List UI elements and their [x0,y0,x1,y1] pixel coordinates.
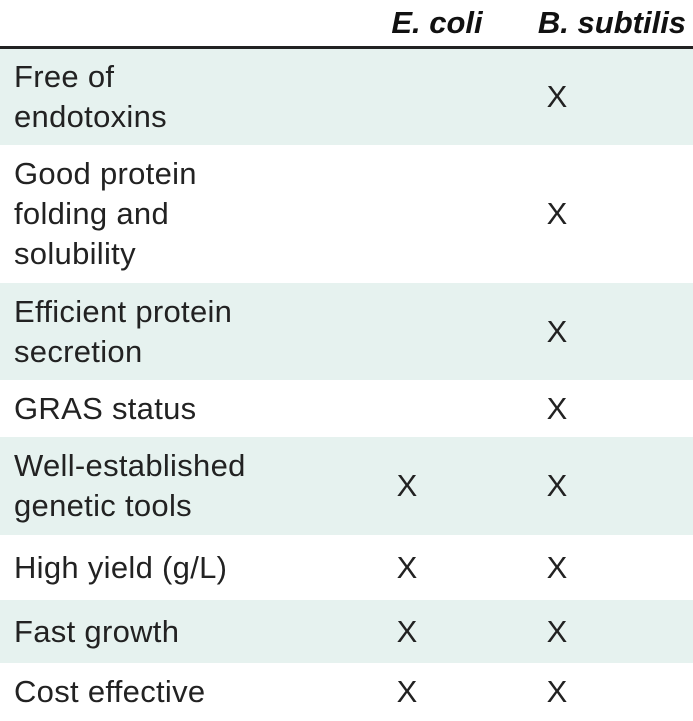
check-mark: X [396,674,418,709]
column-header: E. coli [391,5,483,40]
row-label: Free of endotoxins [14,49,167,145]
label-line: Cost effective [14,674,206,709]
table-row: Good protein folding and solubility X [0,145,693,283]
label-line: folding and [14,196,169,231]
label-line: High yield (g/L) [14,549,228,585]
row-label: Efficient protein secretion [14,283,232,380]
column-header: B. subtilis [537,5,687,40]
label-line: endotoxins [14,99,167,134]
table-row: Efficient protein secretion X [0,283,693,380]
check-mark: X [396,549,418,585]
table-row: Fast growth X X [0,600,693,663]
label-line: GRAS status [14,390,197,426]
label-line: Good protein [14,156,197,191]
row-label: Cost effective [14,663,205,721]
row-label: High yield (g/L) [14,535,227,600]
label-line: secretion [14,333,143,369]
row-label: GRAS status [14,380,196,437]
row-label: Well-established genetic tools [14,437,246,535]
check-mark: X [546,468,568,503]
table-row: Free of endotoxins X [0,49,693,145]
table-row: Well-established genetic tools X X [0,437,693,535]
check-mark: X [546,549,568,585]
row-label: Good protein folding and solubility [14,145,197,283]
check-mark: X [396,468,418,503]
check-mark: X [396,613,418,649]
check-mark: X [546,674,568,709]
row-label: Fast growth [14,600,179,663]
label-line: Well-established [14,448,246,483]
check-mark: X [546,390,568,426]
check-mark: X [546,613,568,649]
table-row: Cost effective X X [0,663,693,721]
label-line: solubility [14,236,136,271]
label-line: Free of [14,59,115,94]
check-mark: X [546,313,568,349]
check-mark: X [546,79,568,114]
table-row: High yield (g/L) X X [0,535,693,600]
table-row: GRAS status X [0,380,693,437]
label-line: Efficient protein [14,293,233,329]
label-line: Fast growth [14,613,180,649]
header-rule [0,46,693,49]
label-line: genetic tools [14,488,192,523]
check-mark: X [546,196,568,231]
